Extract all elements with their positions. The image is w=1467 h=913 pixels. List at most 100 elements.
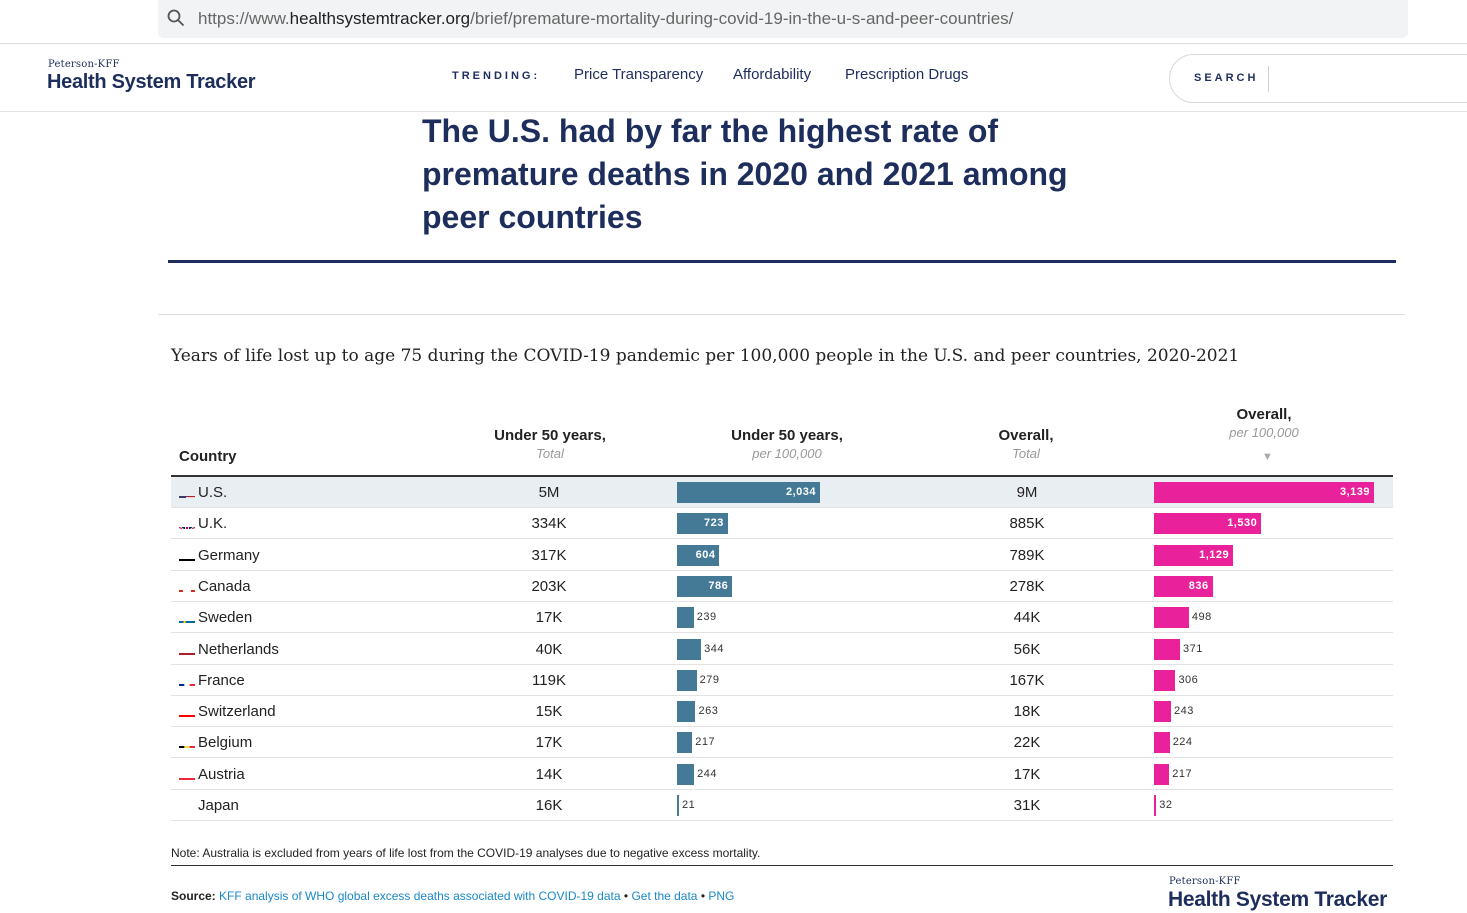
search-icon [167, 9, 185, 27]
url-domain: healthsystemtracker.org [289, 9, 471, 28]
logo[interactable]: Health System Tracker [47, 71, 256, 93]
u50-rate-label: 21 [682, 799, 696, 811]
u50-rate-bar [677, 701, 696, 723]
headline-rule [168, 260, 1396, 263]
source-link[interactable]: KFF analysis of WHO global excess deaths… [219, 889, 621, 903]
u50-rate-label: 279 [699, 673, 720, 686]
overall-rate-bar [1154, 544, 1234, 566]
source-separator: • [623, 889, 629, 903]
overall-rate-bar [1154, 763, 1170, 785]
overall-rate-label: 3,139 [1339, 486, 1370, 498]
u50-rate-bar [677, 513, 728, 535]
country-name: Austria [198, 765, 245, 783]
col-header-overall-total[interactable]: Overall, Total [946, 427, 1106, 461]
col-header-u50-total[interactable]: Under 50 years, Total [470, 427, 630, 461]
overall-rate-bar [1154, 795, 1157, 816]
country-cell: Switzerland [179, 696, 276, 727]
url-prefix: https://www. [198, 9, 290, 28]
chart-title: Years of life lost up to age 75 during t… [171, 346, 1240, 366]
search-label[interactable]: SEARCH [1194, 72, 1259, 84]
overall-rate-label: 1,530 [1227, 517, 1258, 530]
u50-rate-bar [677, 795, 679, 816]
table-row[interactable]: France 119K 279 167K 306 [171, 665, 1393, 696]
country-name: Belgium [198, 734, 253, 752]
table-row[interactable]: Netherlands 40K 344 56K 371 [171, 634, 1393, 665]
overall-rate-bar [1154, 575, 1213, 597]
u50-total-cell: 16K [535, 797, 563, 814]
logo-small-text[interactable]: Peterson-KFF [48, 59, 120, 70]
table-row[interactable]: Sweden 17K 239 44K 498 [171, 602, 1393, 634]
note-rule [171, 865, 1393, 866]
chart-note: Note: Australia is excluded from years o… [171, 846, 761, 860]
browser-toolbar: https://www.healthsystemtracker.org/brie… [0, 0, 1467, 44]
ca-flag-icon [179, 581, 195, 592]
table-row[interactable]: Austria 14K 244 17K 217 [171, 759, 1393, 790]
overall-rate-label: 498 [1191, 611, 1212, 624]
col-header-overall-rate-sub: per 100,000 [1229, 425, 1299, 440]
table-row[interactable]: Japan 16K 21 31K 32 [171, 790, 1393, 821]
u50-rate-label: 2,034 [785, 486, 816, 498]
table-row[interactable]: U.S. 5M 2,034 9M 3,139 [171, 477, 1393, 508]
overall-total-cell: 44K [1013, 609, 1041, 627]
u50-rate-bar [677, 669, 697, 691]
address-bar[interactable]: https://www.healthsystemtracker.org/brie… [158, 0, 1408, 38]
table-row[interactable]: Switzerland 15K 263 18K 243 [171, 696, 1393, 728]
country-name: Germany [198, 546, 260, 564]
overall-total-cell: 18K [1013, 703, 1041, 721]
url-text[interactable]: https://www.healthsystemtracker.org/brie… [198, 9, 1013, 29]
col-header-country[interactable]: Country [179, 448, 237, 465]
de-flag-icon [179, 550, 195, 561]
footer-logo[interactable]: Health System Tracker [1168, 888, 1387, 911]
u50-rate-label: 239 [696, 611, 717, 624]
overall-rate-label: 306 [1178, 673, 1199, 686]
overall-rate-bar [1154, 732, 1170, 754]
u50-rate-label: 344 [704, 642, 725, 655]
nav-affordability[interactable]: Affordability [733, 66, 812, 83]
col-header-overall-rate[interactable]: Overall, per 100,000 [1184, 406, 1344, 440]
overall-rate-label: 836 [1188, 579, 1209, 592]
country-cell: Belgium [179, 727, 252, 758]
table-row[interactable]: U.K. 334K 723 885K 1,530 [171, 508, 1393, 540]
u50-rate-label: 723 [703, 517, 724, 530]
col-header-overall-total-label: Overall, [998, 427, 1054, 444]
url-path: /brief/premature-mortality-during-covid-… [470, 9, 1014, 28]
table-row[interactable]: Germany 317K 604 789K 1,129 [171, 540, 1393, 571]
col-header-u50-rate[interactable]: Under 50 years, per 100,000 [707, 427, 867, 461]
search-box[interactable]: SEARCH [1169, 54, 1467, 103]
overall-rate-label: 32 [1159, 799, 1173, 811]
at-flag-icon [179, 769, 195, 780]
jp-flag-icon [179, 800, 195, 811]
uk-flag-icon [179, 518, 195, 530]
nav-prescription-drugs[interactable]: Prescription Drugs [845, 66, 969, 83]
col-header-u50-total-sub: Total [536, 446, 564, 461]
table-header-rule [171, 475, 1393, 477]
be-flag-icon [179, 737, 195, 749]
overall-total-cell: 31K [1013, 797, 1041, 814]
overall-rate-bar [1154, 638, 1180, 660]
country-name: Sweden [198, 609, 253, 627]
overall-rate-label: 217 [1172, 767, 1193, 780]
table-row[interactable]: Belgium 17K 217 22K 224 [171, 727, 1393, 759]
country-cell: Netherlands [179, 634, 279, 665]
overall-rate-bar [1154, 669, 1176, 691]
country-cell: Germany [179, 540, 260, 571]
overall-total-cell: 56K [1013, 640, 1041, 658]
col-header-overall-total-sub: Total [1012, 446, 1040, 461]
us-flag-icon [179, 487, 195, 498]
u50-total-cell: 119K [532, 671, 566, 689]
sort-descending-icon[interactable]: ▼ [1262, 451, 1273, 463]
u50-rate-bar [677, 732, 693, 754]
png-link[interactable]: PNG [708, 889, 735, 903]
u50-rate-label: 217 [695, 736, 716, 749]
u50-rate-bar [677, 763, 695, 785]
country-cell: Canada [179, 571, 251, 602]
overall-total-cell: 9M [1016, 484, 1038, 501]
nav-price-transparency[interactable]: Price Transparency [574, 66, 704, 83]
get-data-link[interactable]: Get the data [631, 889, 698, 903]
country-name: U.S. [198, 484, 228, 501]
overall-total-cell: 22K [1013, 734, 1041, 752]
u50-rate-label: 604 [695, 548, 716, 561]
u50-total-cell: 14K [535, 765, 563, 783]
fr-flag-icon [179, 675, 195, 686]
table-row[interactable]: Canada 203K 786 278K 836 [171, 571, 1393, 602]
